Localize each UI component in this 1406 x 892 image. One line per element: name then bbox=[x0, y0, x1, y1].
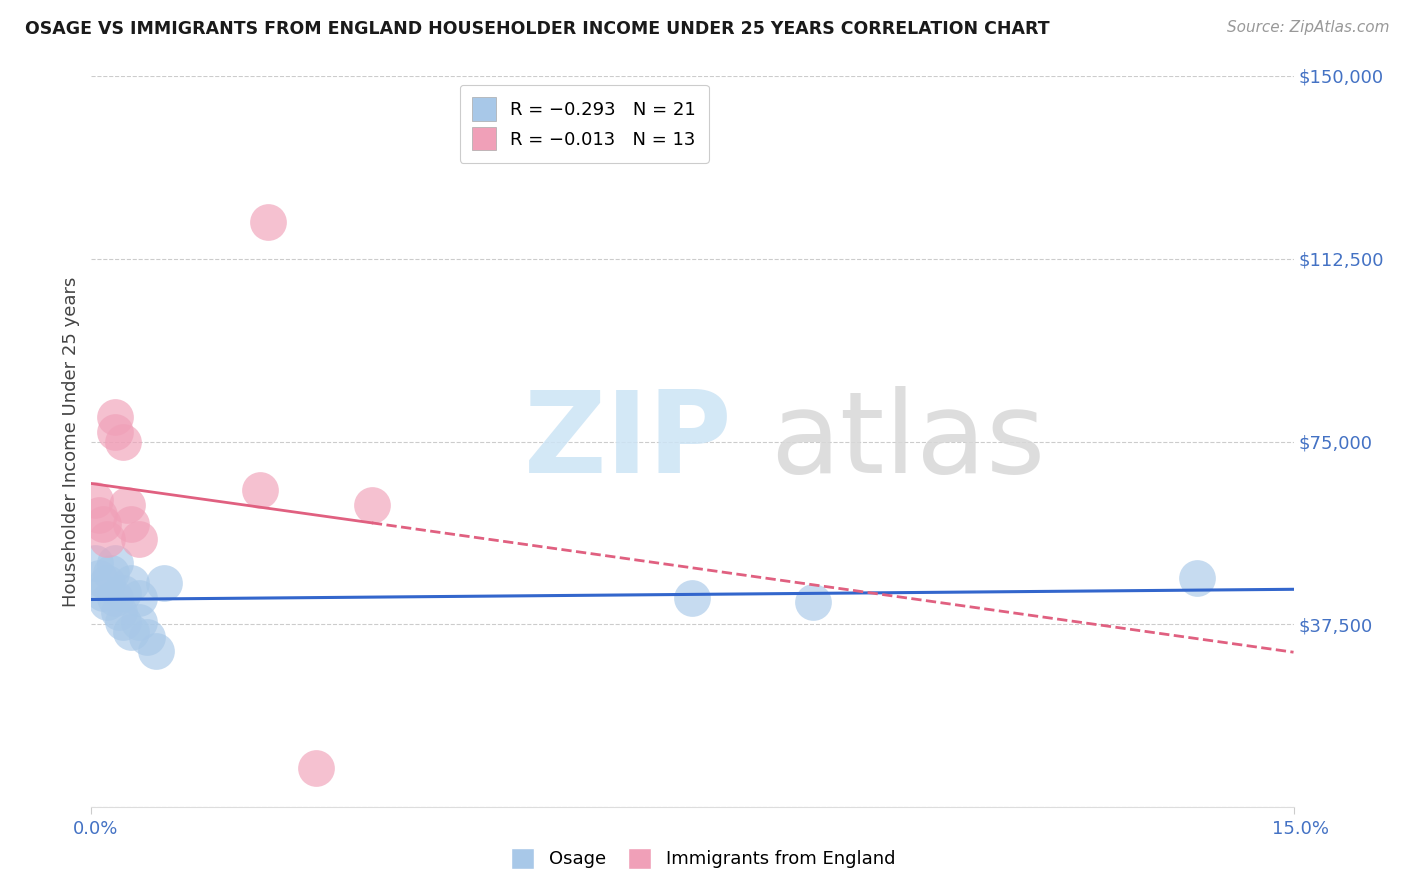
Point bbox=[117, 498, 139, 512]
Point bbox=[128, 591, 150, 605]
Point bbox=[104, 591, 127, 605]
Text: ZIP: ZIP bbox=[524, 386, 733, 497]
Text: atlas: atlas bbox=[770, 386, 1046, 497]
Text: Source: ZipAtlas.com: Source: ZipAtlas.com bbox=[1226, 20, 1389, 35]
Point bbox=[96, 595, 118, 609]
Point bbox=[84, 557, 107, 571]
Point bbox=[128, 532, 150, 546]
Point bbox=[100, 566, 122, 581]
Point bbox=[89, 571, 111, 585]
Point bbox=[152, 576, 174, 591]
Point bbox=[84, 493, 107, 508]
Point bbox=[104, 557, 127, 571]
Point bbox=[93, 585, 115, 599]
Point bbox=[104, 410, 127, 425]
Point bbox=[121, 517, 143, 532]
Point bbox=[1187, 571, 1209, 585]
Point bbox=[96, 532, 118, 546]
Point bbox=[112, 585, 135, 599]
Legend: Osage, Immigrants from England: Osage, Immigrants from England bbox=[503, 840, 903, 876]
Point bbox=[801, 595, 824, 609]
Point bbox=[681, 591, 703, 605]
Point bbox=[112, 434, 135, 449]
Point bbox=[108, 605, 131, 619]
Legend: R = −0.293   N = 21, R = −0.013   N = 13: R = −0.293 N = 21, R = −0.013 N = 13 bbox=[460, 85, 709, 163]
Point bbox=[112, 615, 135, 629]
Point bbox=[89, 508, 111, 522]
Point bbox=[249, 483, 271, 498]
Point bbox=[121, 576, 143, 591]
Point bbox=[128, 615, 150, 629]
Text: 0.0%: 0.0% bbox=[73, 820, 118, 838]
Point bbox=[104, 425, 127, 439]
Point bbox=[360, 498, 382, 512]
Point bbox=[96, 576, 118, 591]
Y-axis label: Householder Income Under 25 years: Householder Income Under 25 years bbox=[62, 277, 80, 607]
Point bbox=[93, 517, 115, 532]
Point bbox=[256, 215, 278, 229]
Text: OSAGE VS IMMIGRANTS FROM ENGLAND HOUSEHOLDER INCOME UNDER 25 YEARS CORRELATION C: OSAGE VS IMMIGRANTS FROM ENGLAND HOUSEHO… bbox=[25, 20, 1050, 37]
Point bbox=[121, 624, 143, 639]
Text: 15.0%: 15.0% bbox=[1272, 820, 1329, 838]
Point bbox=[305, 761, 328, 775]
Point bbox=[136, 630, 159, 644]
Point bbox=[145, 644, 167, 658]
